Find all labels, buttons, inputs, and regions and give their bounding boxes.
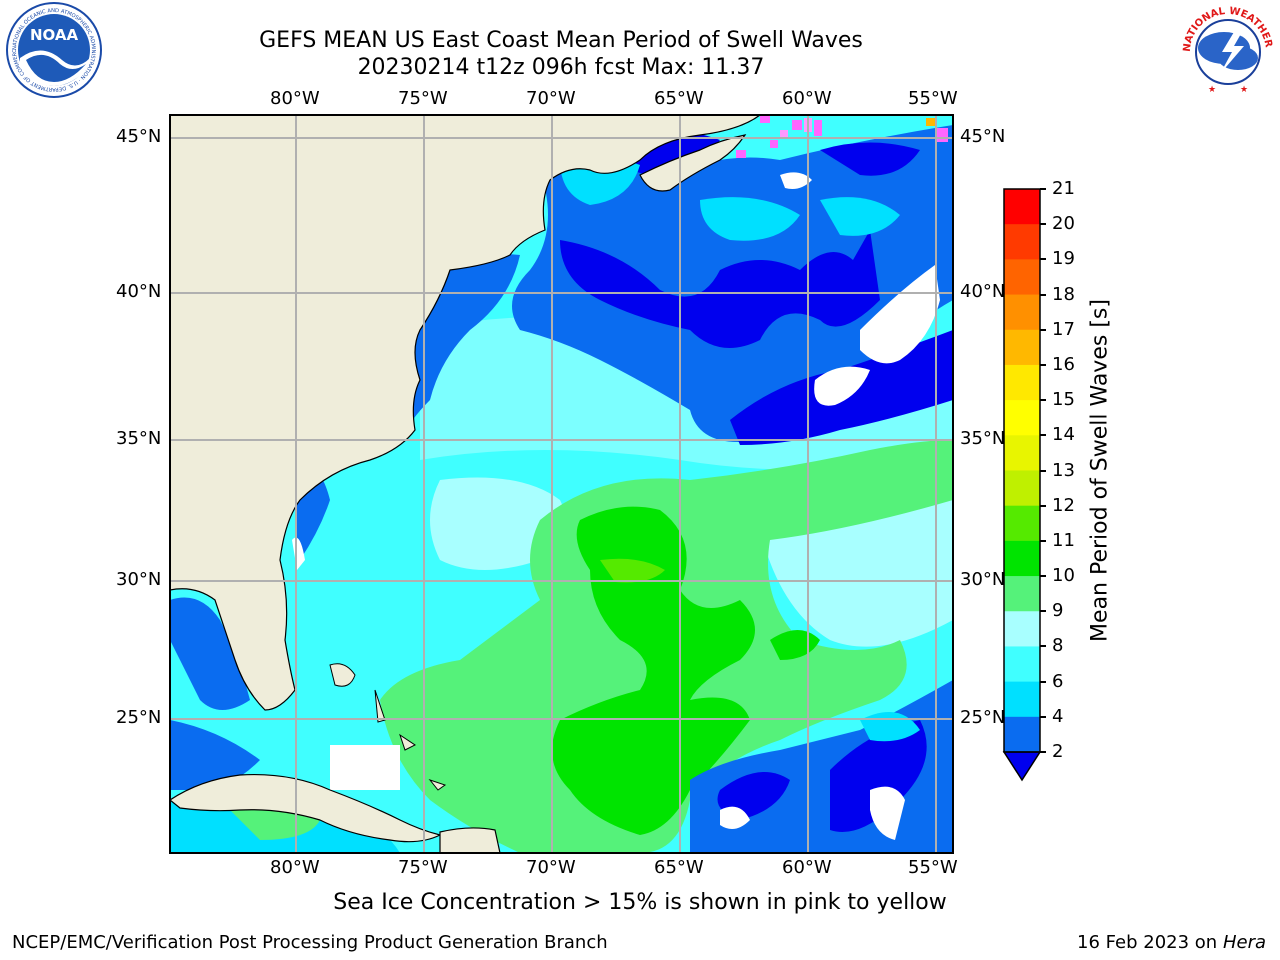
colorbar-segment xyxy=(1004,646,1040,683)
colorbar-segment xyxy=(1004,400,1040,436)
colorbar-tick-label: 13 xyxy=(1052,459,1075,481)
lon-tick-bottom: 60°W xyxy=(782,857,832,878)
colorbar-tick-mark xyxy=(1040,363,1046,366)
colorbar-underflow-triangle xyxy=(1002,751,1042,782)
region-10-11s xyxy=(552,506,755,835)
colorbar-segment xyxy=(1004,294,1040,331)
colorbar-tick-label: 17 xyxy=(1052,318,1075,340)
colorbar-tick-mark xyxy=(1040,223,1046,226)
colorbar xyxy=(1002,188,1042,782)
colorbar-segment xyxy=(1004,681,1040,718)
colorbar-tick-label: 20 xyxy=(1052,213,1075,235)
colorbar-segment xyxy=(1004,470,1040,507)
colorbar-segment xyxy=(1004,329,1040,366)
footer-date: 16 Feb 2023 on Hera xyxy=(1077,932,1266,953)
colorbar-segment xyxy=(1004,540,1040,577)
lon-tick-top: 75°W xyxy=(398,88,448,109)
colorbar-segment xyxy=(1004,716,1040,753)
colorbar-tick-label: 18 xyxy=(1052,283,1075,305)
colorbar-tick-label: 15 xyxy=(1052,389,1075,411)
colorbar-tick-label: 2 xyxy=(1052,741,1064,762)
lat-tick-right: 25°N xyxy=(960,707,1006,728)
lon-tick-bottom: 55°W xyxy=(908,857,958,878)
colorbar-tick-mark xyxy=(1040,539,1046,542)
colorbar-tick-mark xyxy=(1040,469,1046,472)
lat-tick-left: 25°N xyxy=(116,707,162,728)
sea-ice-note: Sea Ice Concentration > 15% is shown in … xyxy=(333,890,947,915)
footer-org: NCEP/EMC/Verification Post Processing Pr… xyxy=(12,932,608,953)
lat-tick-right: 30°N xyxy=(960,569,1006,590)
colorbar-tick-mark xyxy=(1040,293,1046,296)
colorbar-segment xyxy=(1004,189,1040,225)
colorbar-segment xyxy=(1004,259,1040,296)
colorbar-tick-mark xyxy=(1040,504,1046,507)
colorbar-tick-mark xyxy=(1040,645,1046,648)
svg-text:★: ★ xyxy=(1208,85,1216,95)
map-title: GEFS MEAN US East Coast Mean Period of S… xyxy=(259,28,863,53)
colorbar-label: Mean Period of Swell Waves [s] xyxy=(1087,299,1113,642)
colorbar-tick-label: 19 xyxy=(1052,248,1075,270)
colorbar-tick-mark xyxy=(1040,188,1046,190)
lon-tick-bottom: 70°W xyxy=(526,857,576,878)
noaa-logo-icon: NOAA NATIONAL OCEANIC AND ATMOSPHERIC AD… xyxy=(2,2,102,98)
footer-date-text: 16 Feb 2023 on xyxy=(1077,932,1218,953)
footer-machine: Hera xyxy=(1222,932,1266,953)
colorbar-tick-mark xyxy=(1040,399,1046,402)
nws-logo-icon: NATIONAL WEATHER SERVICE ★ ★ xyxy=(1178,2,1274,98)
map-subtitle: 20230214 t12z 096h fcst Max: 11.37 xyxy=(357,55,765,80)
colorbar-segment xyxy=(1004,611,1040,647)
colorbar-tick-label: 9 xyxy=(1052,600,1064,622)
lat-tick-right: 40°N xyxy=(960,281,1006,302)
colorbar-tick-label: 14 xyxy=(1052,424,1075,446)
svg-text:★: ★ xyxy=(1240,85,1248,95)
svg-text:NOAA: NOAA xyxy=(30,26,79,44)
colorbar-segment xyxy=(1004,364,1040,401)
colorbar-segment xyxy=(1004,435,1040,471)
colorbar-tick-mark xyxy=(1040,751,1046,753)
colorbar-tick-label: 8 xyxy=(1052,635,1064,657)
lat-tick-left: 40°N xyxy=(116,281,162,302)
colorbar-tick-label: 11 xyxy=(1052,529,1075,551)
lon-tick-top: 55°W xyxy=(908,88,958,109)
colorbar-tick-mark xyxy=(1040,434,1046,437)
lon-tick-bottom: 80°W xyxy=(270,857,320,878)
lon-tick-top: 80°W xyxy=(270,88,320,109)
colorbar-tick-label: 4 xyxy=(1052,705,1064,727)
lon-tick-top: 65°W xyxy=(654,88,704,109)
colorbar-tick-label: 10 xyxy=(1052,565,1075,587)
colorbar-segment xyxy=(1004,224,1040,260)
colorbar-tick-mark xyxy=(1040,680,1046,683)
lat-tick-right: 35°N xyxy=(960,428,1006,449)
colorbar-tick-label: 6 xyxy=(1052,670,1064,692)
lon-tick-bottom: 65°W xyxy=(654,857,704,878)
lat-tick-right: 45°N xyxy=(960,126,1006,147)
colorbar-tick-mark xyxy=(1040,328,1046,331)
colorbar-segment xyxy=(1004,505,1040,542)
colorbar-tick-mark xyxy=(1040,258,1046,261)
colorbar-tick-mark xyxy=(1040,715,1046,718)
colorbar-tick-mark xyxy=(1040,610,1046,613)
colorbar-tick-mark xyxy=(1040,575,1046,578)
land-north-america xyxy=(170,115,762,711)
lat-tick-left: 30°N xyxy=(116,569,162,590)
lon-tick-top: 70°W xyxy=(526,88,576,109)
colorbar-tick-label: 21 xyxy=(1052,178,1075,199)
colorbar-segment xyxy=(1004,576,1040,612)
lat-tick-left: 35°N xyxy=(116,428,162,449)
lat-tick-left: 45°N xyxy=(116,126,162,147)
colorbar-tick-label: 12 xyxy=(1052,494,1075,516)
colorbar-tick-label: 16 xyxy=(1052,353,1075,375)
lon-tick-bottom: 75°W xyxy=(398,857,448,878)
lon-tick-top: 60°W xyxy=(782,88,832,109)
